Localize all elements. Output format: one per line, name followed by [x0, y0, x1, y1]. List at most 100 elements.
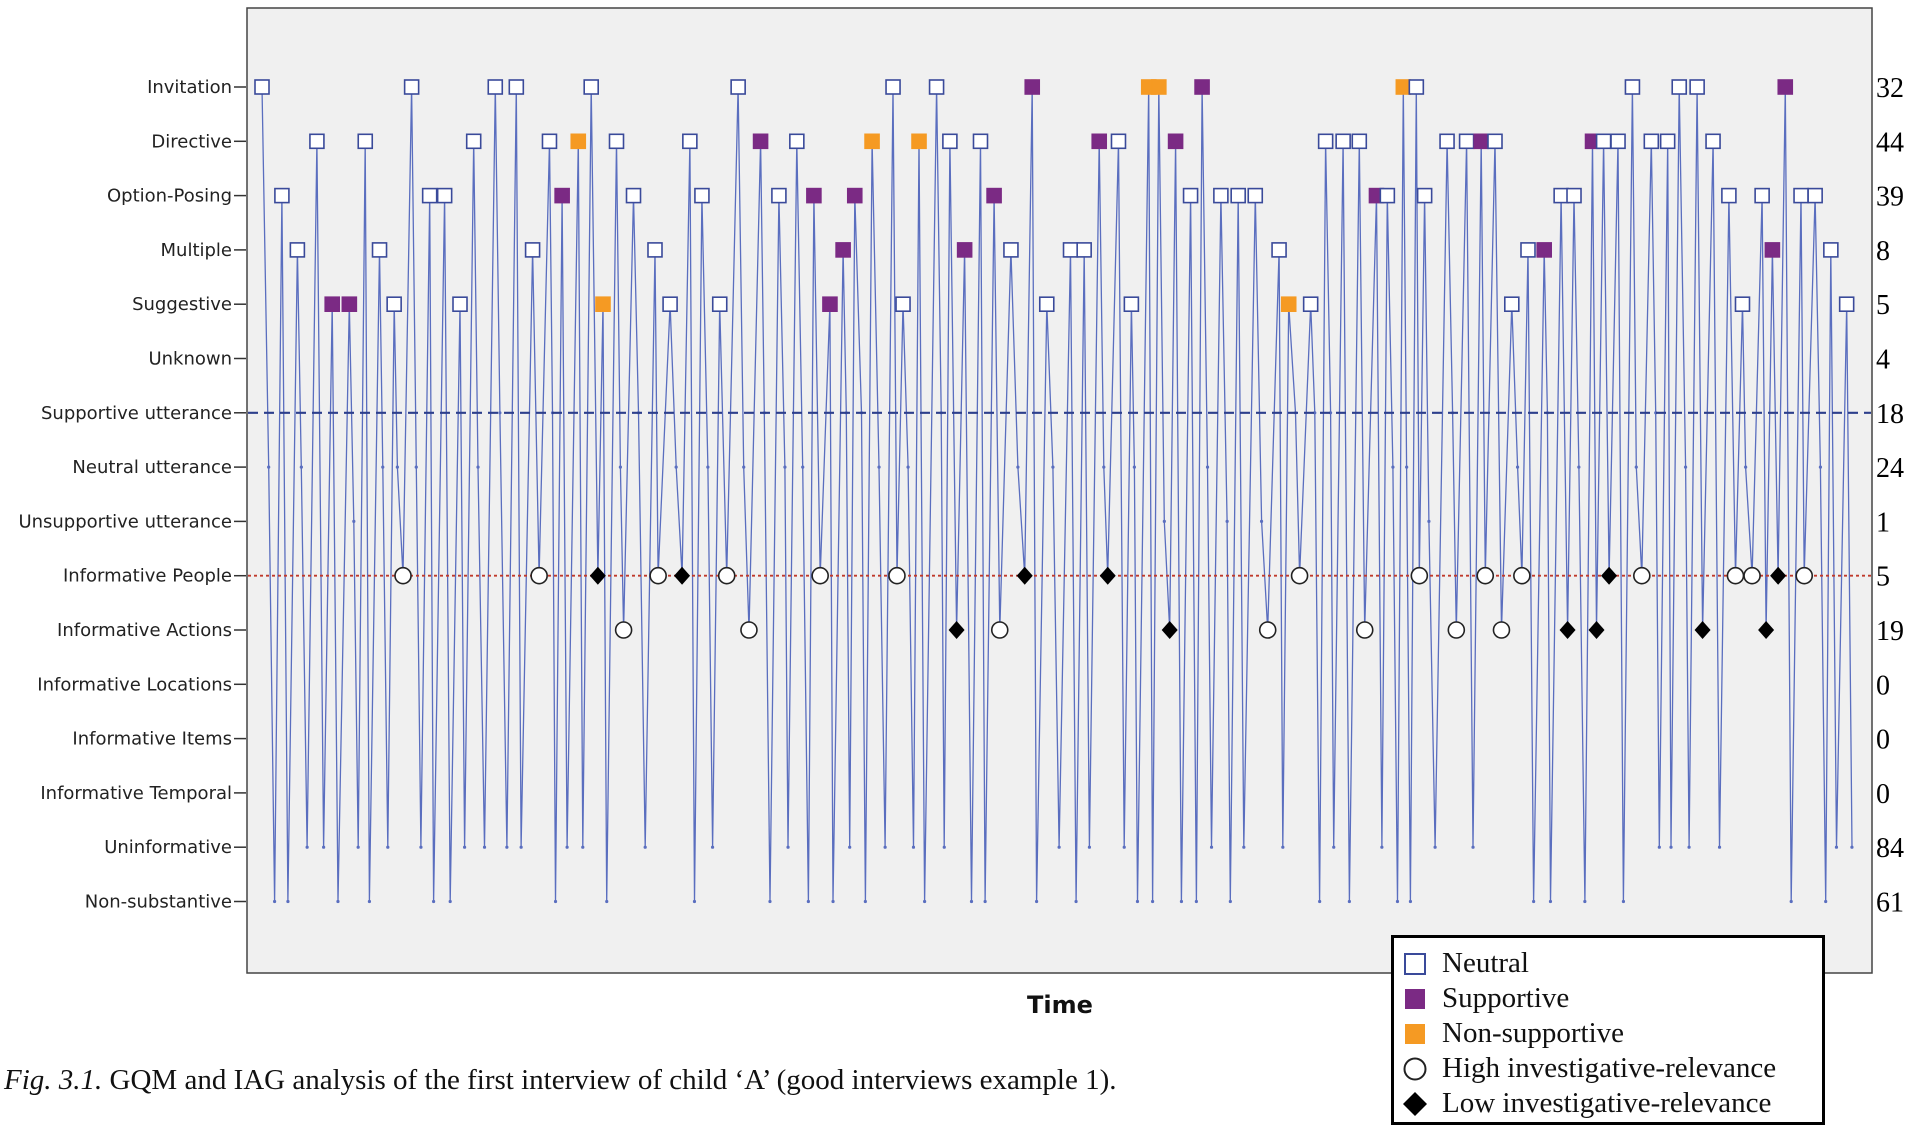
legend-item-neutral: Neutral: [1402, 946, 1814, 981]
high-relevance-marker: [1513, 566, 1531, 585]
question-marker: [508, 79, 525, 95]
category-count: 19: [1876, 616, 1904, 647]
question-marker: [541, 133, 558, 150]
category-count: 8: [1876, 236, 1890, 267]
question-marker: [1536, 242, 1552, 258]
category-count: 32: [1876, 73, 1904, 104]
sequence-point: [448, 899, 452, 904]
figure-caption: Fig. 3.1. GQM and IAG analysis of the fi…: [4, 1064, 1117, 1097]
question-marker: [1003, 242, 1019, 258]
y-tick-label: Supportive utterance: [41, 403, 232, 424]
y-tick-label: Unknown: [148, 349, 232, 370]
low-relevance-marker: [1601, 566, 1618, 585]
legend-label: Low investigative-relevance: [1442, 1087, 1772, 1119]
question-marker: [1659, 133, 1676, 150]
high-relevance-marker: [1726, 566, 1745, 585]
question-marker: [1610, 133, 1626, 150]
question-marker: [885, 79, 901, 95]
sequence-point: [482, 845, 487, 849]
high-relevance-marker: [1258, 621, 1277, 639]
question-marker: [1280, 296, 1297, 313]
question-marker: [371, 242, 388, 258]
question-marker: [730, 79, 746, 95]
question-marker: [465, 133, 482, 150]
sequence-point: [1057, 845, 1061, 849]
sequence-point: [1789, 899, 1793, 904]
question-marker: [1408, 79, 1425, 95]
reference-lines: [248, 411, 1871, 577]
sequence-point: [1074, 899, 1078, 904]
question-marker: [1458, 133, 1475, 150]
question-marker: [1062, 242, 1079, 258]
question-marker: [1076, 242, 1092, 258]
sequence-point: [1035, 899, 1039, 904]
question-marker: [1091, 133, 1108, 150]
sequence-point: [565, 845, 569, 849]
sequence-point: [1135, 899, 1140, 904]
question-marker: [1351, 133, 1368, 150]
high-relevance-marker: [1410, 566, 1429, 585]
sequence-point: [1395, 899, 1400, 904]
high-relevance-marker: [888, 566, 906, 585]
sequence-point: [1471, 845, 1475, 849]
high-relevance-marker: [1476, 566, 1495, 585]
sequence-point: [1717, 845, 1722, 849]
sequence-point: [386, 845, 390, 849]
question-marker: [806, 187, 822, 204]
question-marker: [324, 296, 341, 313]
question-marker: [694, 187, 710, 204]
square-open-icon: [1402, 951, 1428, 977]
legend-item-supportive: Supportive: [1402, 981, 1814, 1016]
question-marker: [911, 133, 927, 150]
sequence-point: [911, 845, 916, 849]
sequence-point: [692, 899, 697, 904]
sequence-point: [581, 845, 585, 849]
category-count: 0: [1876, 725, 1890, 756]
question-marker: [608, 133, 625, 150]
sequence-point: [1209, 845, 1214, 849]
y-tick-label: Suggestive: [132, 294, 232, 315]
legend-label: Neutral: [1442, 947, 1529, 979]
sequence-point: [1205, 465, 1210, 469]
question-marker: [1777, 79, 1794, 95]
question-marker: [1213, 187, 1229, 204]
sequence-point: [1408, 899, 1413, 904]
sequence-point: [1657, 845, 1661, 849]
legend-label: Non-supportive: [1442, 1017, 1625, 1049]
question-marker: [711, 296, 728, 313]
sequence-point: [356, 845, 360, 849]
sequence-point: [942, 845, 946, 849]
question-marker: [289, 242, 306, 258]
sequence-point: [299, 465, 303, 469]
question-marker: [1379, 187, 1396, 204]
question-marker: [1230, 187, 1246, 204]
question-marker: [386, 296, 402, 313]
low-relevance-marker: [589, 566, 606, 585]
question-marker: [1317, 133, 1334, 150]
question-marker: [752, 133, 769, 150]
sequence-point: [1433, 845, 1437, 849]
question-marker: [1553, 187, 1569, 204]
question-marker: [1182, 187, 1199, 204]
sequence-point: [414, 465, 418, 469]
sequence-point: [768, 899, 772, 904]
question-marker: [986, 187, 1002, 204]
question-marker: [341, 296, 358, 313]
legend-item-non-supportive: Non-supportive: [1402, 1016, 1814, 1051]
sequence-point: [1577, 465, 1581, 469]
x-axis-label: Time: [1027, 991, 1093, 1019]
sequence-point: [519, 845, 523, 849]
question-marker: [956, 242, 973, 258]
question-marker: [452, 296, 468, 313]
high-relevance-marker: [530, 566, 548, 585]
question-marker: [1167, 133, 1184, 150]
sequence-point: [1380, 845, 1384, 849]
question-marker: [846, 187, 863, 204]
y-tick-label: Directive: [151, 131, 232, 152]
y-axis-ticks: Invitation Directive Option-Posing Multiple…: [18, 77, 246, 913]
sequence-point: [1818, 465, 1823, 469]
question-marker: [1624, 79, 1641, 95]
y-tick-label: Informative Temporal: [40, 783, 232, 804]
question-marker: [835, 242, 851, 258]
question-marker: [1271, 242, 1287, 258]
